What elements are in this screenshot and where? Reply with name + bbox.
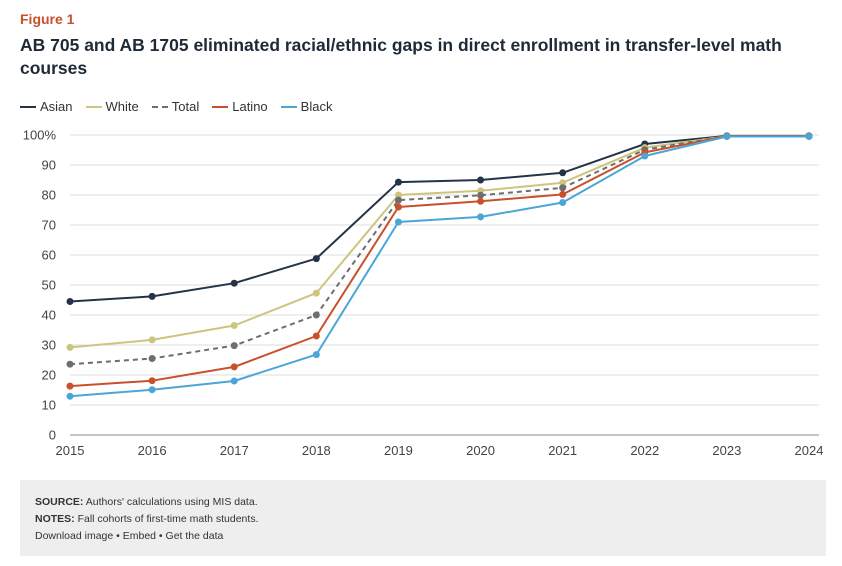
data-point-white-2016 <box>148 336 156 344</box>
data-point-white-2017 <box>230 322 238 329</box>
data-point-latino-2021 <box>559 190 567 198</box>
data-point-total-2020 <box>477 191 485 199</box>
series-line-black <box>69 135 809 398</box>
data-point-asian-2015 <box>66 298 74 305</box>
x-tick-label: 2019 <box>384 443 413 458</box>
y-tick-label: 30 <box>42 338 56 353</box>
data-point-black-2023 <box>723 133 731 140</box>
data-point-black-2018 <box>312 351 320 359</box>
x-tick-label: 2023 <box>712 443 741 458</box>
data-point-asian-2020 <box>477 176 485 184</box>
y-tick-label: 90 <box>42 158 56 173</box>
data-point-white-2021 <box>559 179 567 187</box>
data-point-latino-2017 <box>230 363 238 371</box>
legend-label: Latino <box>232 99 268 114</box>
legend-item-black: Black <box>280 99 333 114</box>
source-text: Authors' calculations using MIS data. <box>83 496 258 508</box>
source-note: SOURCE: Authors' calculations using MIS … <box>35 496 258 508</box>
embed-link[interactable]: Embed <box>122 530 157 542</box>
data-point-latino-2016 <box>148 377 156 385</box>
legend-label: Asian <box>40 99 73 114</box>
y-tick-label: 40 <box>42 308 56 323</box>
footer-separator: • <box>113 530 123 542</box>
legend-item-white: White <box>85 99 139 114</box>
data-point-black-2021 <box>559 199 567 206</box>
data-point-latino-2019 <box>394 203 402 211</box>
series-line-white <box>69 135 809 349</box>
source-label: SOURCE: <box>35 496 84 508</box>
data-point-asian-2021 <box>559 169 567 177</box>
legend: Asian White Total Latino Black <box>20 99 345 114</box>
y-tick-label: 0 <box>49 428 56 443</box>
series-line-total <box>69 135 809 366</box>
data-point-total-2016 <box>148 355 156 362</box>
notes-label: NOTES: <box>35 513 75 525</box>
legend-label: White <box>105 99 139 114</box>
chart-title: AB 705 and AB 1705 eliminated racial/eth… <box>20 35 782 78</box>
data-point-black-2017 <box>230 377 238 385</box>
legend-swatch <box>212 105 229 108</box>
data-point-latino-2018 <box>312 332 320 340</box>
data-point-total-2019 <box>394 196 402 204</box>
data-point-black-2016 <box>148 386 156 394</box>
y-tick-label: 70 <box>42 218 56 233</box>
legend-label: Total <box>171 99 200 114</box>
legend-item-latino: Latino <box>212 99 268 114</box>
legend-swatch <box>20 105 36 108</box>
data-point-black-2024 <box>805 133 813 140</box>
legend-item-asian: Asian <box>20 99 73 114</box>
y-tick-label: 10 <box>42 398 56 413</box>
x-tick-label: 2017 <box>220 443 249 458</box>
data-point-black-2019 <box>394 218 402 226</box>
x-tick-label: 2018 <box>302 443 331 458</box>
data-point-black-2022 <box>641 152 649 160</box>
legend-item-total: Total <box>151 99 200 114</box>
x-tick-label: 2016 <box>138 443 167 458</box>
get-the-data-link[interactable]: Get the data <box>165 530 224 542</box>
x-tick-label: 2015 <box>56 443 85 458</box>
data-point-total-2018 <box>312 311 320 319</box>
legend-swatch <box>85 105 102 108</box>
data-point-total-2021 <box>559 184 567 192</box>
y-tick-label: 80 <box>42 188 56 203</box>
data-point-white-2019 <box>394 191 402 199</box>
notes-note: NOTES: Fall cohorts of first-time math s… <box>35 513 258 525</box>
data-point-total-2017 <box>230 342 238 350</box>
series-line-latino <box>69 135 809 388</box>
data-point-latino-2015 <box>66 382 74 390</box>
data-point-white-2015 <box>66 343 74 351</box>
line-chart: 0 10 20 30 40 50 60 70 80 90 100% 2015 2016 2017 2018 2… <box>23 128 824 459</box>
y-tick-label: 60 <box>42 248 56 263</box>
data-point-asian-2017 <box>230 279 238 287</box>
x-tick-label: 2024 <box>795 443 824 458</box>
data-point-total-2015 <box>66 360 74 368</box>
footer-separator: • <box>156 530 166 542</box>
x-tick-label: 2021 <box>548 443 577 458</box>
x-tick-label: 2022 <box>630 443 659 458</box>
data-point-latino-2020 <box>477 197 485 205</box>
data-point-asian-2018 <box>312 255 320 263</box>
data-point-black-2015 <box>66 392 74 400</box>
footer-links: Download image • Embed • Get the data <box>35 530 223 542</box>
x-tick-label: 2020 <box>466 443 495 458</box>
y-tick-label: 50 <box>42 278 56 293</box>
legend-swatch <box>280 105 297 108</box>
data-point-asian-2016 <box>148 292 156 300</box>
data-point-white-2018 <box>312 289 320 297</box>
legend-label: Black <box>300 99 333 114</box>
notes-text: Fall cohorts of first-time math students… <box>74 513 259 525</box>
download-image-link[interactable]: Download image <box>35 530 114 542</box>
y-tick-label: 20 <box>42 368 56 383</box>
y-tick-label: 100% <box>23 128 57 143</box>
figure-label: Figure 1 <box>20 11 75 27</box>
data-point-black-2020 <box>477 213 485 221</box>
data-point-asian-2019 <box>394 178 402 186</box>
footer-panel: SOURCE: Authors' calculations using MIS … <box>20 480 826 556</box>
series-line-asian <box>69 134 809 303</box>
legend-swatch <box>151 105 168 108</box>
